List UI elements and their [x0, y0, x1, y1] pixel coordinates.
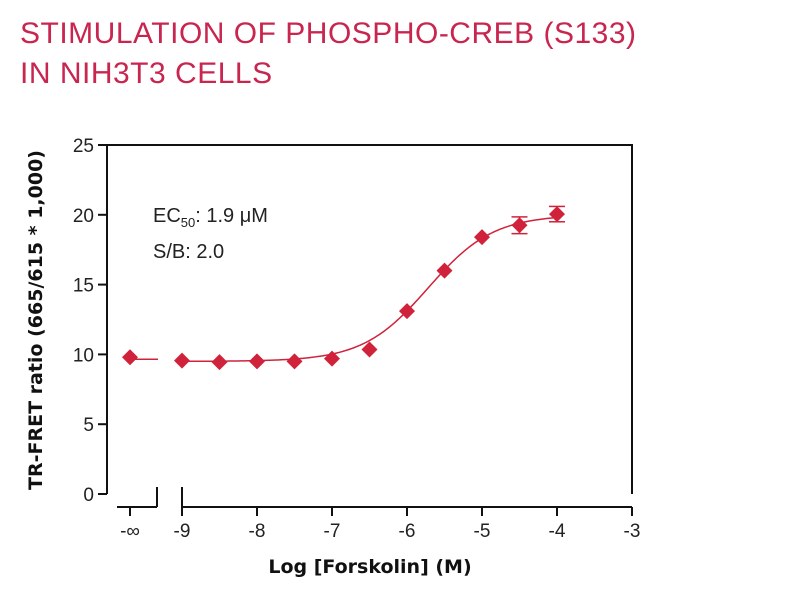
- ec50-value: : 1.9 μM: [195, 205, 268, 227]
- data-point: [324, 350, 340, 367]
- data-points: [122, 206, 565, 371]
- axes: [106, 144, 633, 508]
- x-tick-label: -4: [549, 521, 566, 542]
- y-tick-label: 0: [83, 485, 94, 506]
- fit-curve: [182, 216, 558, 363]
- x-tick-label: -5: [474, 521, 491, 542]
- x-axis-ticks: -∞ -9 -8 -7 -6 -5 -4 -3: [120, 507, 640, 542]
- data-point: [286, 353, 303, 370]
- y-axis-title: TR-FRET ratio (665/615 * 1,000): [25, 150, 47, 490]
- data-point: [436, 262, 453, 279]
- y-axis-ticks: 0 5 10 15 20 25: [73, 136, 107, 506]
- x-tick-label: -6: [399, 521, 416, 542]
- sb-annotation: S/B: 2.0: [153, 241, 224, 263]
- chart-title-line-2: IN NIH3T3 CELLS: [20, 57, 273, 90]
- data-point: [211, 354, 228, 371]
- ec50-prefix: EC: [153, 205, 181, 227]
- data-point: [474, 229, 490, 246]
- x-tick-label: -9: [174, 521, 191, 542]
- data-point: [361, 341, 378, 358]
- x-tick-label: -7: [324, 521, 341, 542]
- plot-frame: [106, 144, 633, 494]
- chart-title-line-1: STIMULATION OF PHOSPHO-CREB (S133): [20, 17, 637, 50]
- y-tick-label: 10: [73, 345, 94, 366]
- ec50-subscript: 50: [181, 215, 195, 230]
- x-tick-label: -3: [624, 521, 641, 542]
- x-axis-title: Log [Forskolin] (M): [268, 556, 471, 578]
- y-tick-label: 25: [73, 136, 94, 157]
- y-tick-label: 20: [73, 206, 94, 227]
- chart-title: STIMULATION OF PHOSPHO-CREB (S133) IN NI…: [20, 14, 790, 94]
- y-tick-label: 15: [73, 276, 94, 297]
- x-tick-label: -∞: [120, 521, 140, 542]
- y-tick-label: 5: [83, 415, 94, 436]
- data-point: [174, 352, 190, 369]
- ec50-annotation: EC50: 1.9 μM: [153, 205, 268, 230]
- fit-curve-group: [130, 216, 558, 363]
- data-point: [399, 303, 415, 320]
- data-point: [511, 217, 528, 234]
- x-tick-label: -8: [249, 521, 266, 542]
- data-point: [249, 353, 265, 370]
- data-point-baseline: [122, 349, 138, 366]
- data-point: [549, 206, 565, 223]
